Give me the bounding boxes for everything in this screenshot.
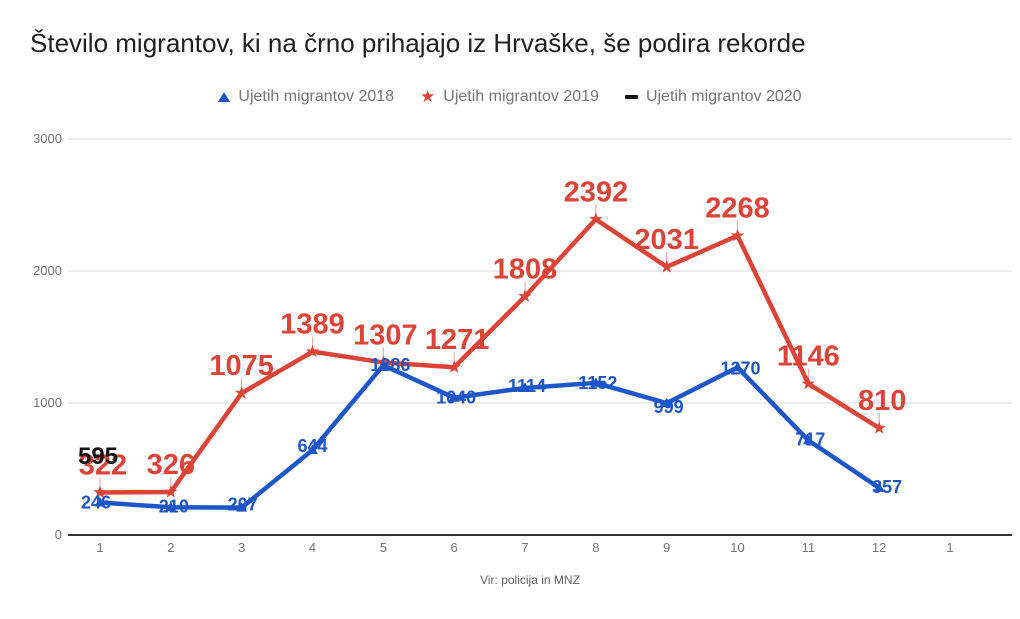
data-point-marker-2018[interactable] [94, 497, 106, 507]
data-point-marker-2018[interactable] [306, 444, 318, 454]
dash-icon [624, 95, 638, 99]
data-label-2018: 1270 [720, 358, 760, 378]
data-point-marker-2019[interactable] [164, 485, 178, 498]
data-label-2020: 595 [78, 443, 118, 470]
data-point-marker-2018[interactable] [590, 377, 602, 387]
source-note: Vir: policija in MNZ [480, 573, 580, 587]
x-axis-tick-label: 3 [238, 540, 245, 555]
legend-item-2018[interactable]: Ujetih migrantov 2018 [218, 88, 394, 106]
data-point-marker-2018[interactable] [236, 502, 248, 512]
data-point-marker-2019[interactable] [589, 212, 603, 225]
data-label-2019: 1146 [777, 341, 840, 373]
data-label-2018: 1040 [436, 388, 476, 408]
y-axis-tick-label: 1000 [33, 395, 62, 410]
legend-label-2018: Ujetih migrantov 2018 [238, 88, 395, 105]
data-point-marker-2019[interactable] [447, 360, 461, 373]
star-icon: ★ [420, 87, 436, 106]
chart-legend: Ujetih migrantov 2018 ★ Ujetih migrantov… [0, 88, 1020, 106]
x-axis-tick-label: 9 [663, 540, 670, 555]
x-axis-tick-label: 6 [451, 540, 458, 555]
data-label-2018: 999 [654, 397, 684, 417]
data-point-marker-2018[interactable] [377, 359, 389, 370]
data-point-marker-2019[interactable] [660, 259, 674, 273]
data-label-2018: 210 [159, 496, 189, 516]
data-label-2019: 1307 [353, 319, 418, 351]
data-point-marker-2018[interactable] [165, 501, 177, 512]
data-label-2019: 2392 [564, 176, 629, 208]
x-axis-tick-label: 12 [872, 540, 886, 555]
data-label-2019: 1808 [493, 253, 558, 285]
data-label-2018: 246 [81, 493, 111, 513]
data-point-marker-2018[interactable] [519, 382, 531, 392]
y-axis-tick-label: 3000 [33, 131, 62, 146]
data-point-marker-2018[interactable] [731, 361, 743, 372]
triangle-icon [218, 92, 231, 102]
data-label-2018: 1114 [508, 376, 546, 396]
data-label-2018: 717 [795, 429, 825, 449]
data-label-2019: 326 [147, 449, 195, 481]
x-axis-tick-label: 7 [521, 540, 528, 555]
x-axis-tick-label: 5 [380, 540, 387, 555]
data-point-marker-2019[interactable] [518, 289, 532, 302]
data-label-2018: 1152 [578, 373, 617, 393]
data-label-2019: 2268 [705, 193, 770, 225]
x-axis-tick-label: 10 [730, 540, 744, 555]
x-axis-tick-label: 4 [309, 540, 316, 555]
y-axis-tick-label: 0 [55, 527, 62, 542]
data-point-marker-2018[interactable] [873, 482, 885, 492]
legend-label-2019: Ujetih migrantov 2019 [443, 88, 599, 105]
data-point-marker-2019[interactable] [93, 485, 107, 499]
data-label-2018: 644 [297, 436, 327, 456]
legend-item-2020[interactable]: Ujetih migrantov 2020 [624, 88, 802, 106]
data-point-marker-2019[interactable] [305, 344, 320, 358]
line-2019 [99, 217, 881, 495]
data-point-marker-2019[interactable] [730, 228, 745, 242]
data-label-2018: 207 [228, 495, 258, 515]
data-point-marker-2019[interactable] [801, 376, 815, 390]
line-2018 [99, 362, 881, 510]
data-point-marker-2018[interactable] [448, 392, 460, 402]
data-point-marker-2020[interactable] [94, 454, 106, 459]
legend-item-2019[interactable]: ★ Ujetih migrantov 2019 [420, 88, 599, 106]
x-axis-tick-label: 8 [592, 540, 599, 555]
data-label-2019: 810 [858, 385, 906, 417]
data-label-2019: 322 [79, 449, 127, 481]
data-label-2019: 1075 [209, 350, 274, 382]
x-axis-tick-label: 1 [946, 540, 953, 555]
data-label-2019: 2031 [634, 224, 699, 256]
data-point-marker-2018[interactable] [802, 434, 814, 445]
data-label-2019: 1271 [425, 324, 490, 356]
data-point-marker-2019[interactable] [235, 386, 249, 399]
data-label-2018: 357 [872, 477, 902, 497]
x-axis-tick-label: 2 [167, 540, 174, 555]
data-point-marker-2018[interactable] [661, 397, 673, 408]
y-axis-tick-label: 2000 [33, 263, 62, 278]
chart-title: Število migrantov, ki na črno prihajajo … [30, 28, 806, 58]
data-label-2018: 1286 [370, 355, 410, 375]
x-axis-tick-label: 1 [96, 540, 103, 555]
data-point-marker-2019[interactable] [872, 421, 886, 434]
legend-label-2020: Ujetih migrantov 2020 [645, 88, 802, 105]
x-axis-tick-label: 11 [802, 540, 816, 555]
data-label-2019: 1389 [280, 309, 345, 341]
